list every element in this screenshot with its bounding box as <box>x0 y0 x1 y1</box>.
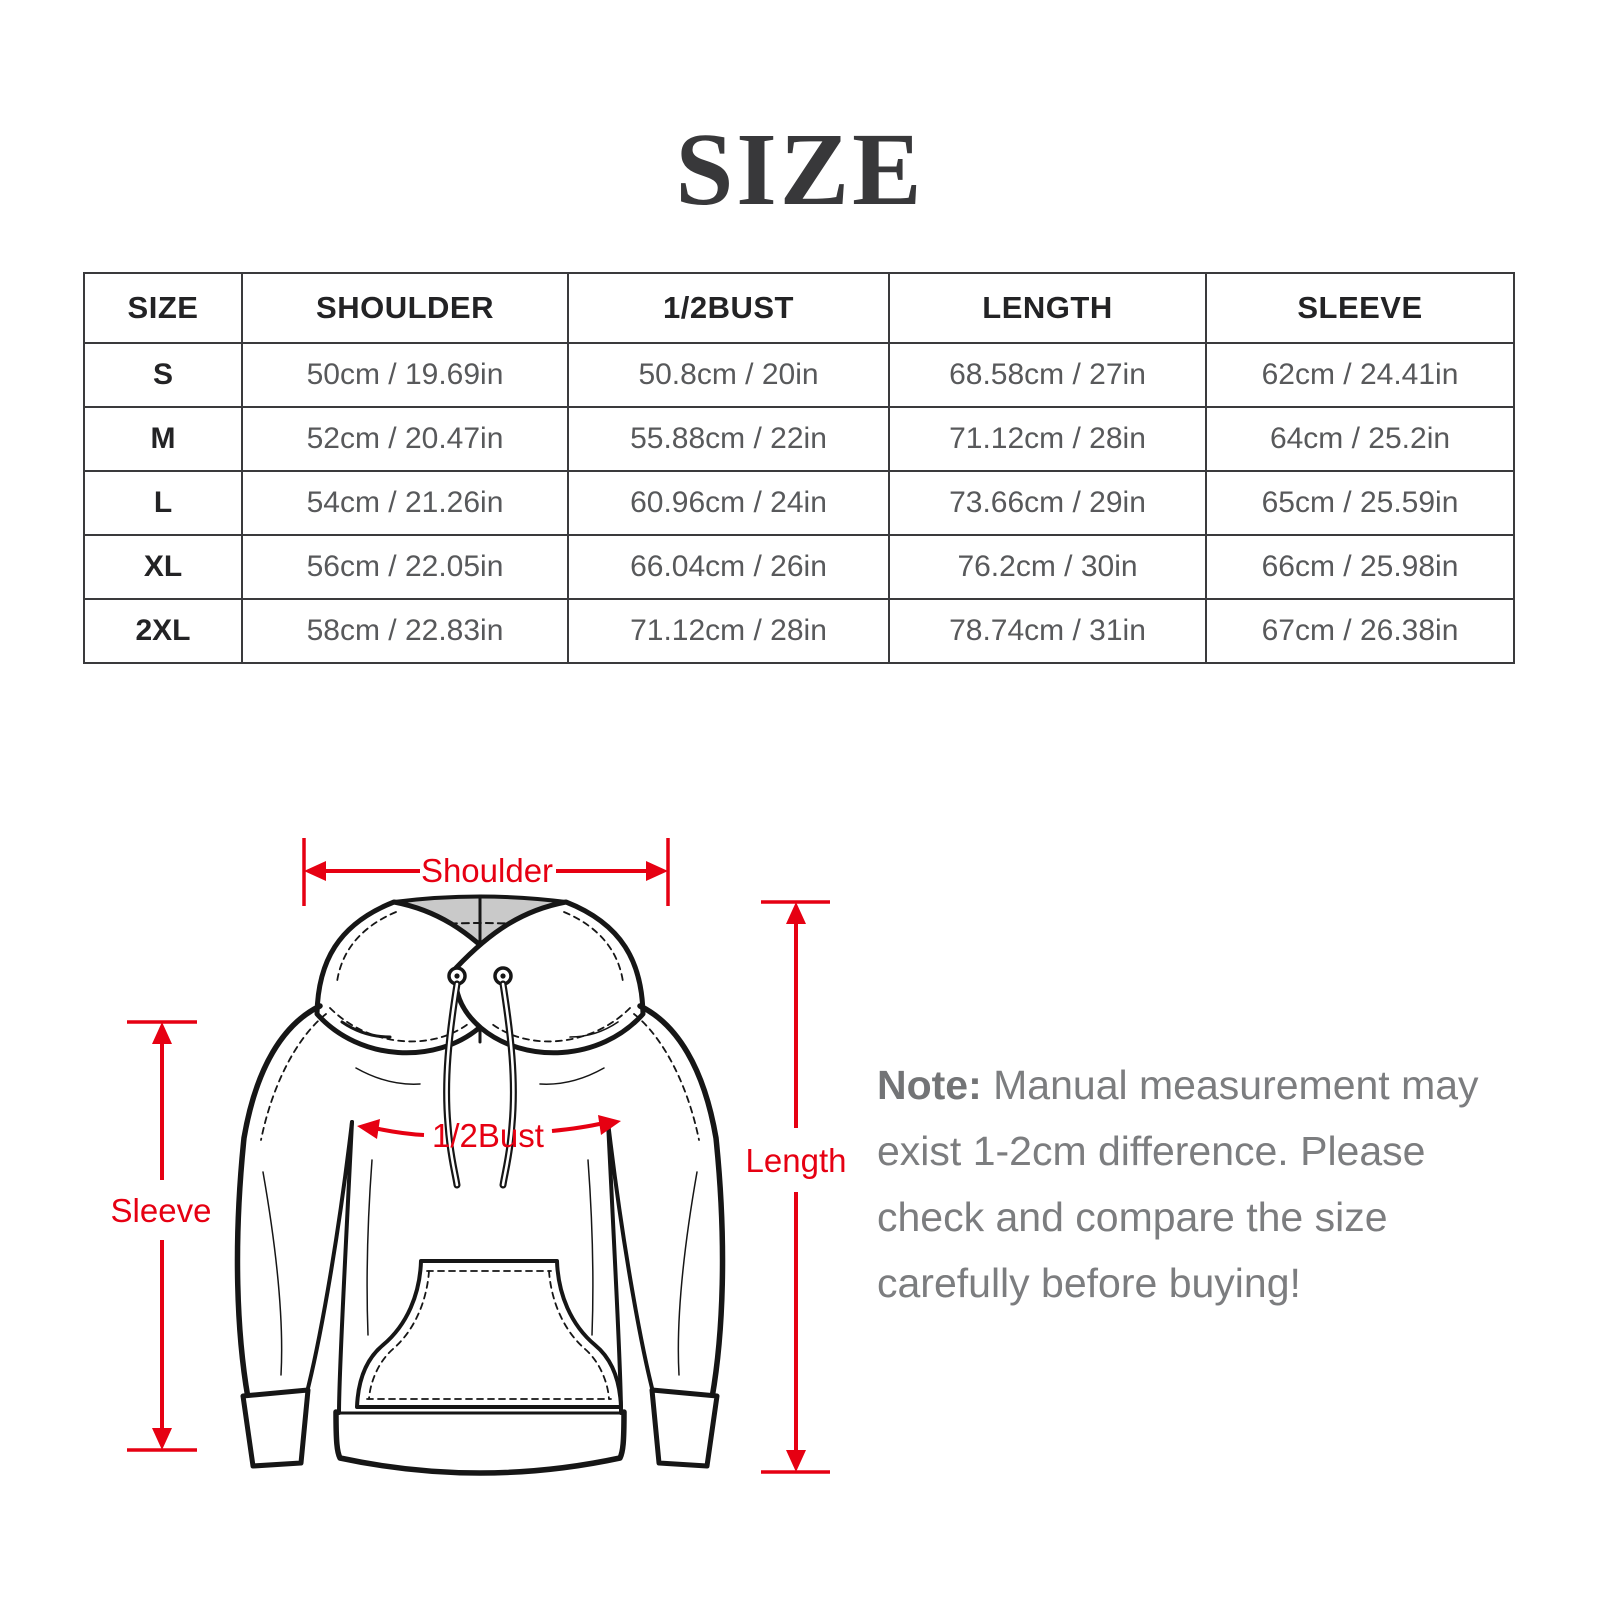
cell-half-bust: 50.8cm / 20in <box>567 342 890 408</box>
cell-length: 76.2cm / 30in <box>888 534 1207 600</box>
cell-sleeve: 67cm / 26.38in <box>1205 598 1515 664</box>
drawstring-left-inner <box>445 982 459 1187</box>
cell-shoulder: 50cm / 19.69in <box>241 342 569 408</box>
half-bust-arrow: 1/2Bust <box>357 1115 621 1154</box>
cell-sleeve: 65cm / 25.59in <box>1205 470 1515 536</box>
size-chart-table: SIZE SHOULDER 1/2BUST LENGTH SLEEVE S 50… <box>83 272 1515 664</box>
underarm-crease-left <box>355 1067 421 1085</box>
cell-size: S <box>83 342 243 408</box>
note-text: Note: Manual measurement may exist 1-2cm… <box>877 1052 1497 1316</box>
cell-half-bust: 71.12cm / 28in <box>567 598 890 664</box>
sleeve-arrow: Sleeve <box>111 1020 212 1452</box>
collar-left <box>314 899 508 1056</box>
table-row-2xl: 2XL 58cm / 22.83in 71.12cm / 28in 78.74c… <box>83 598 1515 664</box>
header-shoulder: SHOULDER <box>241 272 569 344</box>
table-row-m: M 52cm / 20.47in 55.88cm / 22in 71.12cm … <box>83 406 1515 472</box>
cell-size: 2XL <box>83 598 243 664</box>
note-body: Manual measurement may exist 1-2cm diffe… <box>877 1062 1479 1306</box>
cell-length: 68.58cm / 27in <box>888 342 1207 408</box>
table-row-xl: XL 56cm / 22.05in 66.04cm / 26in 76.2cm … <box>83 534 1515 600</box>
pocket-stitch-right <box>548 1270 610 1400</box>
sleeve-crease-right <box>677 1171 698 1376</box>
length-arrow-label: Length <box>746 1142 847 1179</box>
table-row-s: S 50cm / 19.69in 50.8cm / 20in 68.58cm /… <box>83 342 1515 408</box>
collar-crease-right <box>569 1021 619 1038</box>
header-row: SIZE SHOULDER 1/2BUST LENGTH SLEEVE <box>83 272 1515 344</box>
shoulder-seam-right <box>633 1013 700 1141</box>
shoulder-arrow-label: Shoulder <box>421 852 553 889</box>
cell-size: M <box>83 406 243 472</box>
cell-size: XL <box>83 534 243 600</box>
collar-crease-left <box>340 1020 392 1039</box>
table-row-l: L 54cm / 21.26in 60.96cm / 24in 73.66cm … <box>83 470 1515 536</box>
header-half-bust: 1/2BUST <box>567 272 890 344</box>
cuff-left <box>240 1387 311 1469</box>
size-chart-header: SIZE SHOULDER 1/2BUST LENGTH SLEEVE <box>83 272 1515 344</box>
cell-sleeve: 62cm / 24.41in <box>1205 342 1515 408</box>
half-bust-arrow-label: 1/2Bust <box>432 1117 544 1154</box>
body-crease-right <box>587 1159 594 1336</box>
cell-shoulder: 56cm / 22.05in <box>241 534 569 600</box>
pocket-stitch-left <box>368 1270 430 1400</box>
underarm-crease-right <box>539 1067 605 1085</box>
shoulder-sleeve-outline-left <box>234 1003 323 1401</box>
header-size: SIZE <box>83 272 243 344</box>
eyelet-left-hole <box>454 973 460 979</box>
sleeve-crease-left <box>262 1171 283 1376</box>
sleeve-inner-left <box>304 1120 354 1398</box>
hoodie-illustration <box>234 894 726 1476</box>
shoulder-arrow: Shoulder <box>302 838 670 906</box>
cell-half-bust: 66.04cm / 26in <box>567 534 890 600</box>
cell-half-bust: 55.88cm / 22in <box>567 406 890 472</box>
eyelet-right-hole <box>500 973 506 979</box>
collar-edge-stitch-left <box>336 911 397 983</box>
header-sleeve: SLEEVE <box>1205 272 1515 344</box>
cell-sleeve: 64cm / 25.2in <box>1205 406 1515 472</box>
dimension-arrows: Shoulder Length Sleeve <box>111 838 847 1474</box>
hem-band <box>333 1409 627 1476</box>
collar-edge-stitch-right <box>563 911 624 983</box>
length-arrow: Length <box>746 900 847 1474</box>
body-crease-left <box>366 1159 373 1336</box>
collar-right <box>452 899 646 1056</box>
page-title: SIZE <box>675 112 925 227</box>
drawstring-right-inner <box>501 982 515 1187</box>
hoodie-measurement-diagram: Shoulder Length Sleeve <box>111 838 847 1476</box>
header-length: LENGTH <box>888 272 1207 344</box>
cell-length: 71.12cm / 28in <box>888 406 1207 472</box>
cell-half-bust: 60.96cm / 24in <box>567 470 890 536</box>
sleeve-arrow-label: Sleeve <box>111 1192 212 1229</box>
body-edge-left <box>337 1120 354 1415</box>
cell-shoulder: 58cm / 22.83in <box>241 598 569 664</box>
sleeve-inner-right <box>606 1120 656 1398</box>
cell-shoulder: 54cm / 21.26in <box>241 470 569 536</box>
cell-length: 78.74cm / 31in <box>888 598 1207 664</box>
note-label: Note: <box>877 1062 982 1108</box>
cuff-right <box>649 1387 720 1469</box>
cell-shoulder: 52cm / 20.47in <box>241 406 569 472</box>
cell-size: L <box>83 470 243 536</box>
shoulder-seam-left <box>260 1013 327 1141</box>
pocket-outline <box>355 1259 623 1409</box>
shoulder-sleeve-outline-right <box>637 1003 726 1401</box>
cell-sleeve: 66cm / 25.98in <box>1205 534 1515 600</box>
cell-length: 73.66cm / 29in <box>888 470 1207 536</box>
